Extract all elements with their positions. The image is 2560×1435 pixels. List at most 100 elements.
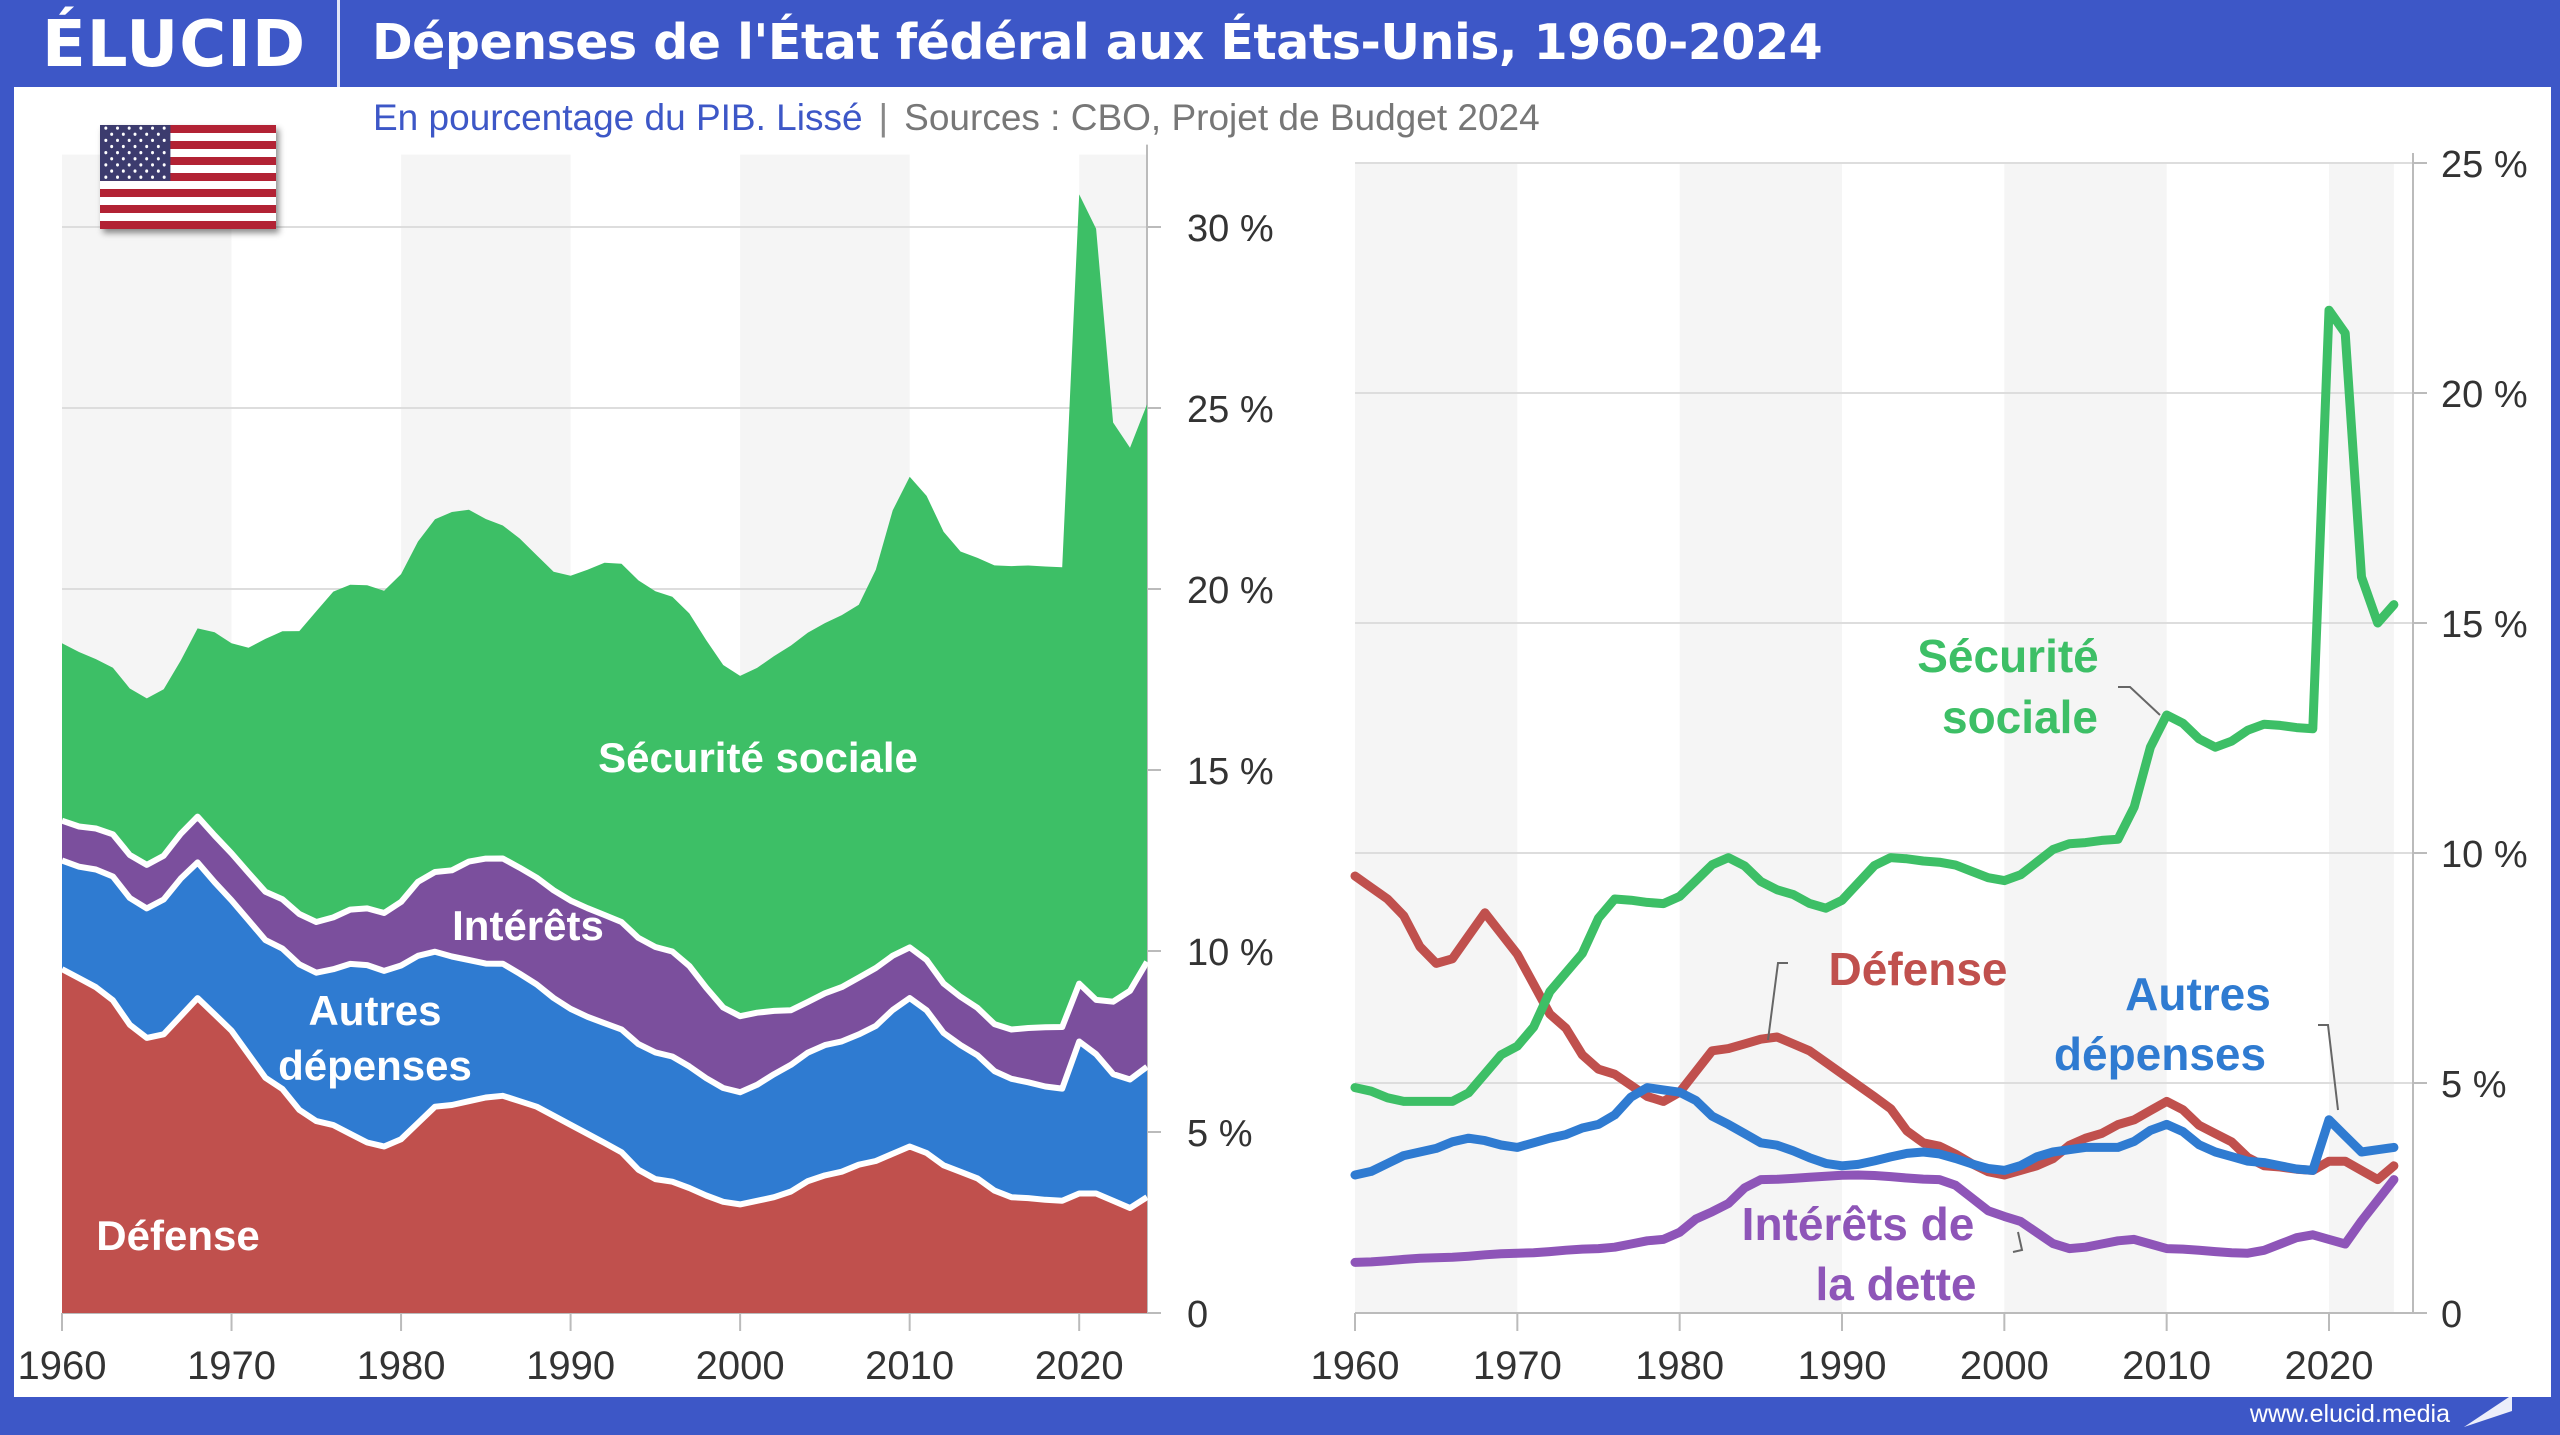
left-x-tick-label: 2000 <box>696 1344 785 1388</box>
right-x-tick-label: 2010 <box>2122 1344 2211 1388</box>
flag-star <box>127 126 131 130</box>
flag-star <box>162 163 166 167</box>
flag-star <box>133 157 137 161</box>
flag-star <box>121 157 125 161</box>
flag-star <box>127 151 131 155</box>
flag-star <box>156 132 160 136</box>
area-label-autres: Autres <box>308 987 441 1034</box>
flag-star <box>133 169 137 173</box>
leader-interets <box>2012 1231 2024 1253</box>
chart-title: Dépenses de l'État fédéral aux États-Uni… <box>372 14 1823 71</box>
flag-stripe <box>100 173 276 182</box>
flag-stripe <box>100 205 276 214</box>
flag-star <box>139 163 143 167</box>
flag-star <box>162 175 166 179</box>
area-separator-defense <box>60 966 1149 1211</box>
line-label-securite: sociale <box>1942 691 2098 743</box>
left-y-tick-label: 10 % <box>1187 932 1274 974</box>
flag-star <box>121 144 125 149</box>
area-label-autres: dépenses <box>278 1042 472 1089</box>
left-y-tick-label: 15 % <box>1187 751 1274 793</box>
right-x-tick-label: 1970 <box>1473 1344 1562 1388</box>
flag-star <box>139 126 143 130</box>
right-x-tick-label: 2020 <box>2285 1344 2374 1388</box>
flag-star <box>151 138 155 143</box>
flag-star <box>116 163 119 167</box>
flag-star <box>104 126 108 130</box>
flag-star <box>116 175 119 179</box>
footer-url[interactable]: www.elucid.media <box>2249 1400 2450 1428</box>
flag-star <box>156 169 160 173</box>
sources-text: Sources : CBO, Projet de Budget 2024 <box>904 97 1540 138</box>
left-x-tick-label: 1970 <box>187 1344 276 1388</box>
flag-star <box>121 132 125 136</box>
flag-star <box>110 144 114 149</box>
area-label-securite: Sécurité sociale <box>598 734 918 781</box>
flag-star <box>110 169 114 173</box>
flag-star <box>162 138 166 143</box>
subtitle-separator: | <box>878 97 889 138</box>
flag-star <box>145 157 149 161</box>
flag-star <box>139 138 143 143</box>
area-autres <box>62 860 1147 1208</box>
right-y-tick-label: 5 % <box>2441 1064 2506 1106</box>
flag-star <box>156 157 160 161</box>
flag-star <box>139 175 143 179</box>
flag-star <box>116 126 119 130</box>
left-y-tick-label: 0 <box>1187 1294 1208 1336</box>
area-separator-autres <box>60 857 1149 1096</box>
flag-stripe <box>100 189 276 198</box>
flag-star <box>104 151 108 155</box>
flag-star <box>116 151 119 155</box>
flag-star <box>151 126 155 130</box>
header-divider <box>337 0 340 87</box>
flag-star <box>133 144 137 149</box>
left-x-tick-label: 1980 <box>357 1344 446 1388</box>
left-x-tick-label: 2010 <box>865 1344 954 1388</box>
line-label-interets: Intérêts de <box>1742 1198 1975 1250</box>
flag-star <box>121 169 125 173</box>
flag-stripe <box>100 165 276 174</box>
flag-star <box>127 138 131 143</box>
left-x-tick-label: 2020 <box>1035 1344 1124 1388</box>
line-interets <box>1350 1170 2399 1267</box>
flag-star <box>127 175 131 179</box>
flag-stripe <box>100 157 276 166</box>
area-securite <box>62 194 1147 1030</box>
line-label-defense: Défense <box>1829 943 2008 995</box>
area-separator-interets <box>61 813 1150 1033</box>
flag-stripe <box>100 181 276 190</box>
right-x-tick-label: 2000 <box>1960 1344 2049 1388</box>
elucid-logo: ÉLUCID <box>42 8 307 82</box>
right-x-tick-label: 1990 <box>1798 1344 1887 1388</box>
flag-star <box>110 132 114 136</box>
left-y-tick-label: 25 % <box>1187 389 1274 431</box>
left-y-tick-label: 20 % <box>1187 570 1274 612</box>
flag-star <box>162 151 166 155</box>
flag-stripe <box>100 213 276 222</box>
right-decade-band <box>1679 163 1842 1313</box>
flag-star <box>145 144 149 149</box>
stacked-area-chart: 0 5 % 10 % 15 % 20 % 25 % 30 % 1960 1970 1980 1990… <box>18 144 1274 1388</box>
right-decade-band <box>2329 163 2394 1313</box>
left-y-tick-label: 30 % <box>1187 208 1274 250</box>
line-label-autres: Autres <box>2125 968 2271 1020</box>
flag-star <box>151 151 155 155</box>
flag-stripe <box>100 125 276 134</box>
subtitle-main: En pourcentage du PIB. Lissé <box>373 97 863 138</box>
right-decade-band <box>1355 163 1518 1313</box>
leader-defense <box>1767 962 1788 1041</box>
line-label-interets: la dette <box>1815 1258 1976 1310</box>
flag-stripe <box>100 133 276 142</box>
line-chart: 0 5 % 10 % 15 % 20 % 25 % 1960 1970 1980 1990 2000… <box>1311 144 2528 1388</box>
right-y-tick-label: 25 % <box>2441 144 2528 186</box>
left-x-tick-label: 1990 <box>526 1344 615 1388</box>
flag-star <box>104 175 108 179</box>
us-flag-icon <box>100 125 276 229</box>
flag-star <box>162 126 166 130</box>
elucid-mark-icon <box>2464 1395 2512 1427</box>
chart-subtitle: En pourcentage du PIB. Lissé | Sources : C… <box>373 97 1540 139</box>
line-defense <box>1350 871 2399 1185</box>
line-label-autres: dépenses <box>2054 1028 2266 1080</box>
